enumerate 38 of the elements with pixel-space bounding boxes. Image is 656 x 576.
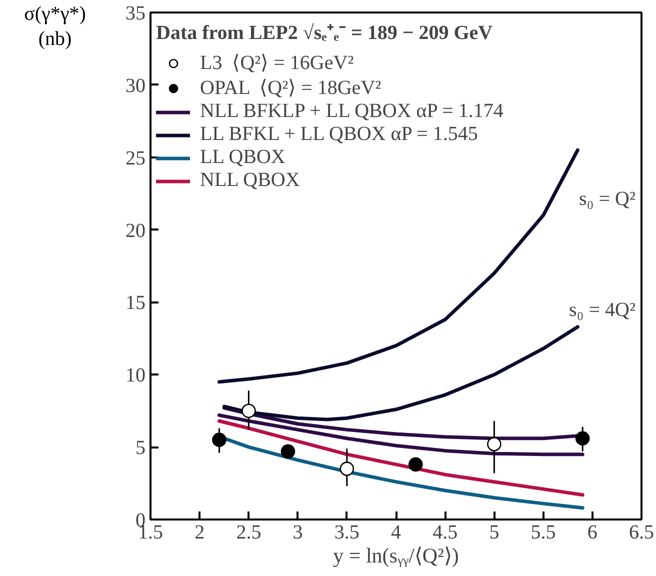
x-tick-label: 6.5 bbox=[629, 522, 654, 544]
legend-title: Data from LEP2 √sₑ⁺ₑ⁻ = 189 − 209 GeV bbox=[156, 21, 494, 45]
x-tick-label: 3.5 bbox=[334, 522, 360, 544]
x-tick-label: 5.5 bbox=[530, 522, 556, 544]
point bbox=[340, 462, 354, 476]
legend-label: NLL QBOX bbox=[200, 169, 300, 192]
point bbox=[408, 457, 423, 472]
y-tick-label: 10 bbox=[126, 364, 146, 387]
x-axis-title: y = ln(sᵧᵧ/⟨Q²⟩) bbox=[333, 544, 459, 568]
x-tick-label: 2 bbox=[194, 522, 205, 544]
annotation: s₀ = Q² bbox=[579, 188, 636, 210]
y-tick-label: 5 bbox=[136, 437, 146, 460]
point bbox=[242, 404, 256, 418]
legend-label: LL BFKL + LL QBOX αP = 1.545 bbox=[200, 123, 478, 146]
point bbox=[575, 431, 590, 446]
legend-label: LL QBOX bbox=[200, 146, 286, 169]
y-axis-title: σ(γ*γ*) (nb) bbox=[24, 2, 86, 52]
y-tick-label: 25 bbox=[126, 147, 146, 170]
legend-label: L3 ⟨Q²⟩ = 16GeV² bbox=[200, 51, 354, 75]
y-tick-label: 15 bbox=[126, 292, 146, 314]
y-tick-label: 35 bbox=[126, 2, 146, 24]
x-tick-label: 6 bbox=[587, 522, 598, 544]
annotation: s₀ = 4Q² bbox=[569, 298, 636, 321]
point bbox=[487, 437, 502, 452]
x-tick-label: 4.5 bbox=[432, 522, 458, 544]
line-series bbox=[217, 419, 584, 497]
point bbox=[280, 444, 296, 459]
y-tick-label: 20 bbox=[126, 220, 146, 242]
line-series bbox=[217, 413, 584, 456]
legend-label: OPAL ⟨Q²⟩ = 18GeV² bbox=[200, 76, 382, 100]
y-tick-label: 30 bbox=[126, 74, 146, 97]
x-tick-label: 3 bbox=[292, 522, 303, 544]
point bbox=[212, 432, 226, 447]
line-series bbox=[222, 325, 580, 422]
x-tick-label: 2.5 bbox=[236, 522, 262, 544]
x-tick-label: 5 bbox=[489, 522, 500, 544]
x-tick-label: 4 bbox=[391, 522, 401, 544]
legend-label: NLL BFKLP + LL QBOX αP = 1.174 bbox=[200, 100, 504, 123]
